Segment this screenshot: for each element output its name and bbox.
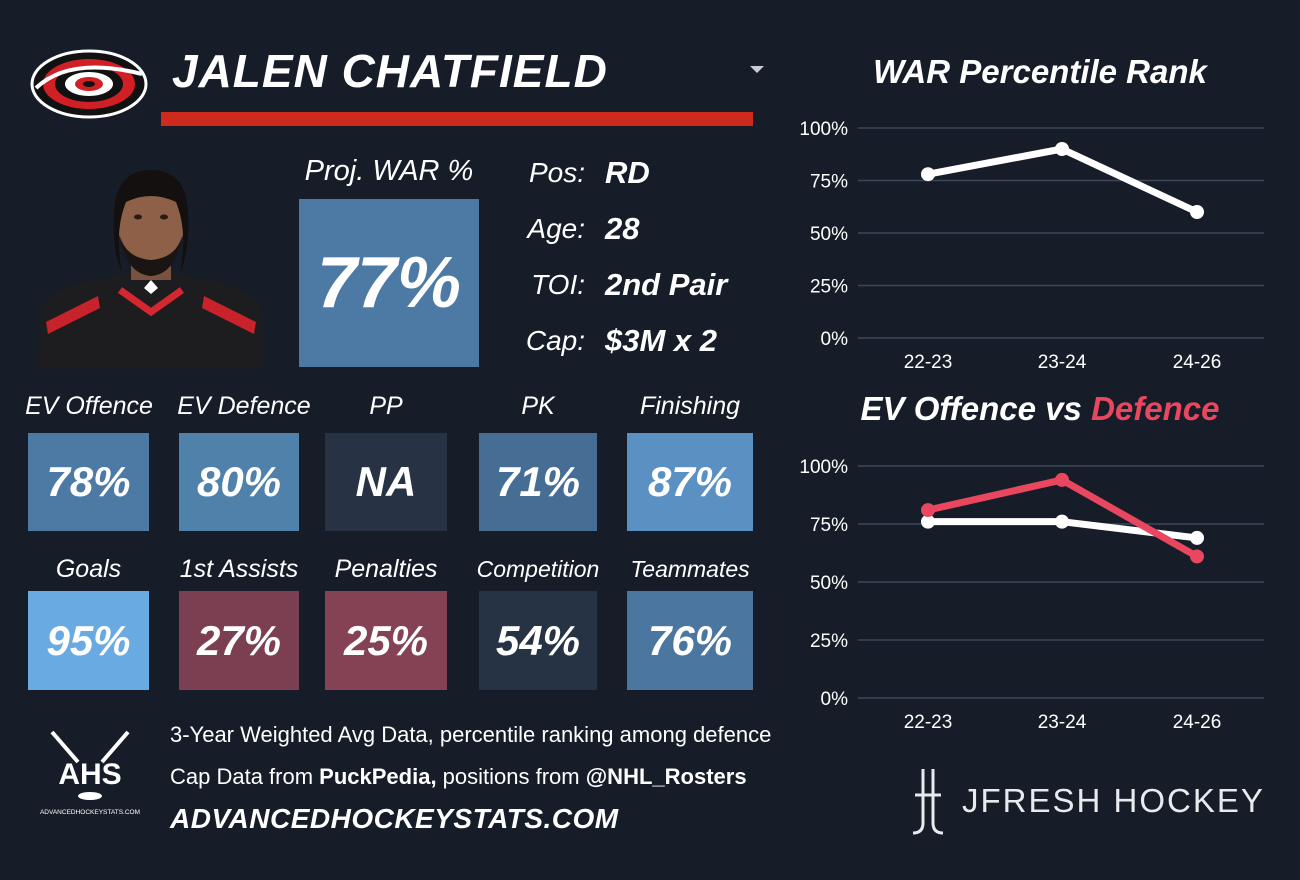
info-label-pos: Pos: <box>528 157 585 188</box>
footer-line-2: Cap Data from PuckPedia, positions from … <box>170 764 747 790</box>
y-tick-label: 75% <box>810 515 848 536</box>
info-value-cap: $3M x 2 <box>605 323 718 358</box>
tile-pp: NA <box>325 433 447 531</box>
data-point <box>1190 205 1204 219</box>
site-url: ADVANCEDHOCKEYSTATS.COM <box>170 803 619 834</box>
tile-ev-defence: 80% <box>179 433 299 531</box>
tile-finishing: 87% <box>627 433 753 531</box>
chevron-down-icon[interactable] <box>750 66 764 73</box>
x-tick-label: 22-23 <box>904 352 953 373</box>
data-point <box>921 514 935 529</box>
tile-label-pp: PP <box>369 392 403 420</box>
tile-pk: 71% <box>479 433 597 531</box>
x-tick-label: 24-26 <box>1173 352 1222 373</box>
chart-1-title: WAR Percentile Rank <box>873 53 1207 90</box>
info-label-cap: Cap: <box>525 325 585 356</box>
info-label-toi: TOI: <box>531 269 585 300</box>
y-tick-label: 100% <box>799 119 848 140</box>
war-percentile-chart: 0% 25% 50% 75% 100% 22-23 23-24 24-26 <box>799 119 1264 373</box>
info-value-toi: 2nd Pair <box>605 267 728 302</box>
tile-label-competition: Competition <box>476 556 600 582</box>
chart-2-title-part2: Defence <box>1091 390 1220 427</box>
y-tick-label: 25% <box>810 277 848 298</box>
y-tick-label: 25% <box>810 631 848 652</box>
info-label-age: Age: <box>527 213 585 244</box>
y-tick-label: 0% <box>821 689 849 710</box>
data-point <box>1055 472 1069 487</box>
x-tick-label: 23-24 <box>1038 352 1087 373</box>
footer-line-1: 3-Year Weighted Avg Data, percentile ran… <box>170 722 772 747</box>
data-point <box>921 503 935 518</box>
tile-1st-assists: 27% <box>179 591 299 690</box>
tile-penalties: 25% <box>325 591 447 690</box>
y-tick-label: 75% <box>810 172 848 193</box>
puckpedia-credit: PuckPedia, <box>319 764 437 789</box>
y-tick-label: 50% <box>810 573 848 594</box>
tile-goals: 95% <box>28 591 149 690</box>
proj-war-label: Proj. WAR % <box>304 155 474 187</box>
x-tick-label: 23-24 <box>1038 712 1087 733</box>
jfresh-logo-icon <box>912 769 944 835</box>
tile-competition: 54% <box>479 591 597 690</box>
player-name: JALEN CHATFIELD <box>172 45 608 97</box>
ev-offence-defence-chart: 0% 25% 50% 75% 100% 22-23 23-24 24-26 <box>799 457 1264 733</box>
tile-label-ev-offence: EV Offence <box>25 392 153 420</box>
y-tick-label: 0% <box>821 329 849 350</box>
data-point <box>1190 549 1204 564</box>
hurricanes-logo-icon <box>30 49 148 119</box>
data-point <box>1055 142 1069 156</box>
ahs-logo-icon: AHS ADVANCEDHOCKEYSTATS.COM <box>40 730 140 816</box>
chart-2-title-part1: EV Offence vs <box>860 390 1092 427</box>
y-tick-label: 100% <box>799 457 848 478</box>
tile-label-penalties: Penalties <box>334 555 438 583</box>
tile-label-pk: PK <box>521 392 555 420</box>
team-color-bar <box>161 112 753 126</box>
info-value-pos: RD <box>605 155 650 190</box>
data-point <box>921 167 935 182</box>
tile-ev-offence: 78% <box>28 433 149 531</box>
tile-label-goals: Goals <box>55 555 122 583</box>
tile-label-1st-assists: 1st Assists <box>179 555 299 583</box>
y-tick-label: 50% <box>810 224 848 245</box>
jfresh-hockey-brand: JFRESH HOCKEY <box>962 782 1265 819</box>
tile-label-teammates: Teammates <box>630 556 750 582</box>
tile-label-finishing: Finishing <box>639 392 741 420</box>
data-point <box>1190 530 1204 545</box>
chart-2-title: EV Offence vs Defence <box>838 390 1242 428</box>
data-point <box>1055 514 1069 529</box>
proj-war-value: 77% <box>299 199 479 367</box>
footer-line-2-mid: positions from <box>436 764 586 789</box>
tile-teammates: 76% <box>627 591 753 690</box>
x-tick-label: 24-26 <box>1173 712 1222 733</box>
x-tick-label: 22-23 <box>904 712 953 733</box>
player-headshot <box>38 170 264 368</box>
footer-line-2-prefix: Cap Data from <box>170 764 320 789</box>
ahs-logo-small-text: ADVANCEDHOCKEYSTATS.COM <box>40 809 140 816</box>
ahs-logo-text: AHS <box>58 758 121 791</box>
tile-label-ev-defence: EV Defence <box>177 392 311 420</box>
nhl-rosters-credit: @NHL_Rosters <box>585 764 747 789</box>
info-value-age: 28 <box>605 211 640 246</box>
